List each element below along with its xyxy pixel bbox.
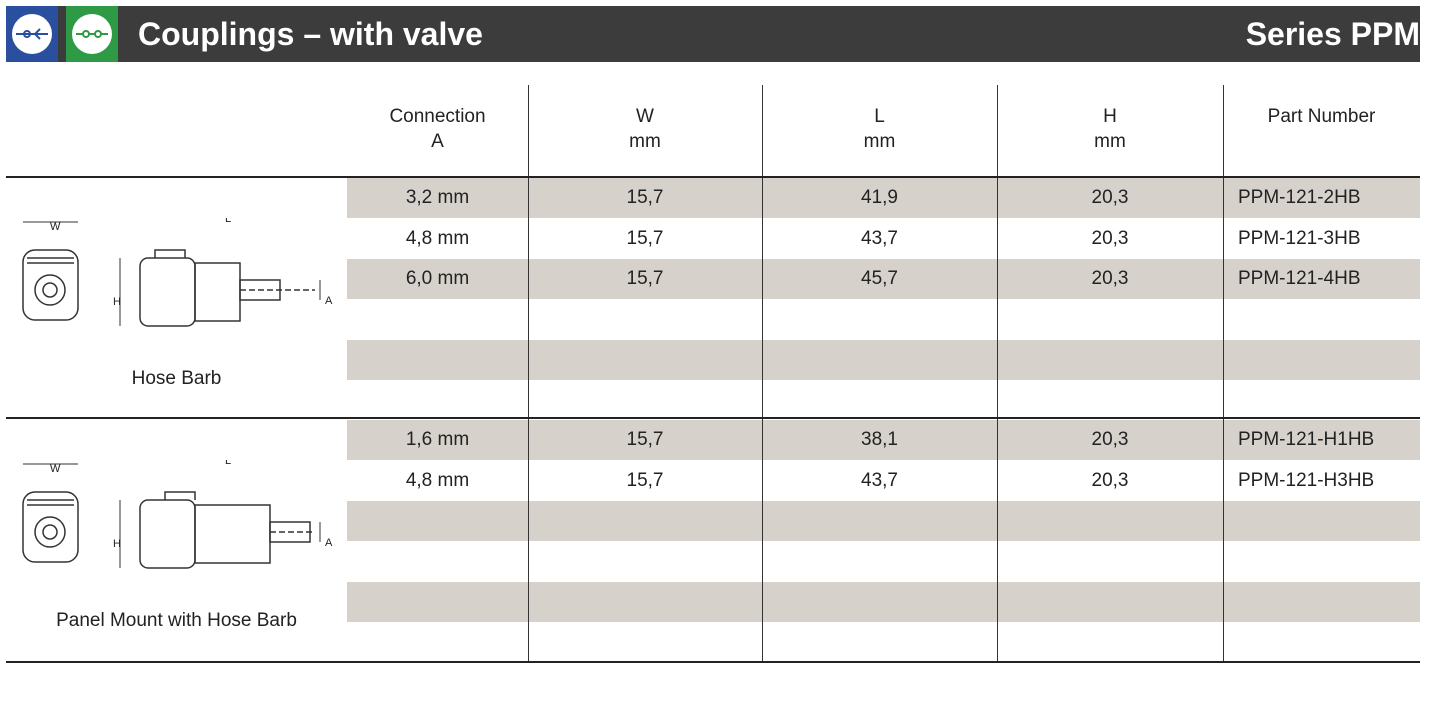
cell: 3,2 mm: [405, 187, 470, 208]
cell: 43,7: [861, 227, 898, 249]
dimension-label: A: [325, 295, 333, 307]
cell: 45,7: [861, 268, 898, 289]
row-divider: [6, 417, 1420, 419]
column-header: L mm: [863, 106, 896, 152]
row-shade: [347, 178, 1420, 218]
column-divider: [1223, 85, 1224, 662]
row-shade: [347, 420, 1420, 460]
row-shade: [347, 340, 1420, 380]
dimension-label: H: [113, 296, 121, 308]
column-header: Part Number: [1267, 106, 1376, 127]
cell: 15,7: [626, 469, 664, 491]
series: Series PPM: [1245, 16, 1420, 52]
cell: 15,7: [626, 268, 664, 289]
dimension-label: W: [50, 463, 61, 475]
dimension-label: W: [50, 221, 61, 233]
cell: 43,7: [861, 469, 898, 491]
cell: PPM-121-3HB: [1238, 227, 1361, 249]
cell: 15,7: [626, 187, 664, 208]
header-bar: [6, 6, 1420, 62]
cell: PPM-121-H1HB: [1238, 429, 1375, 450]
column-header: Connection A: [389, 106, 486, 152]
cell: PPM-121-2HB: [1238, 187, 1361, 208]
cell: 41,9: [861, 187, 898, 208]
column-header: H mm: [1094, 106, 1126, 152]
cell: 6,0 mm: [405, 268, 470, 289]
row-divider: [6, 176, 1420, 178]
title: Couplings – with valve: [138, 16, 483, 52]
cell: 20,3: [1091, 227, 1129, 249]
section-label: Hose Barb: [131, 368, 222, 389]
cell: PPM-121-H3HB: [1238, 469, 1375, 491]
drawing: W L H A: [22, 218, 333, 327]
column-divider: [528, 85, 529, 662]
cell: PPM-121-4HB: [1238, 268, 1361, 289]
row-shade: [347, 582, 1420, 622]
cell: 20,3: [1091, 187, 1129, 208]
column-header: W mm: [629, 106, 661, 152]
dimension-label: L: [225, 460, 231, 467]
icon: [66, 6, 118, 62]
row-shade: [347, 501, 1420, 541]
column-divider: [997, 85, 998, 662]
cell: 20,3: [1091, 268, 1129, 289]
dimension-label: A: [325, 537, 333, 549]
cell: 1,6 mm: [405, 429, 470, 450]
cell: 38,1: [861, 429, 898, 450]
cell: 4,8 mm: [405, 469, 470, 491]
section-label: Panel Mount with Hose Barb: [56, 610, 297, 631]
column-divider: [762, 85, 763, 662]
cell: 20,3: [1091, 429, 1129, 450]
row-divider: [6, 661, 1420, 663]
drawing: W L H A: [22, 460, 333, 569]
cell: 20,3: [1091, 469, 1129, 491]
cell: 4,8 mm: [405, 227, 470, 249]
cell: 15,7: [626, 429, 664, 450]
icon: [6, 6, 58, 62]
dimension-label: L: [225, 218, 231, 225]
row-shade: [347, 259, 1420, 299]
cell: 15,7: [626, 227, 664, 249]
dimension-label: H: [113, 538, 121, 550]
